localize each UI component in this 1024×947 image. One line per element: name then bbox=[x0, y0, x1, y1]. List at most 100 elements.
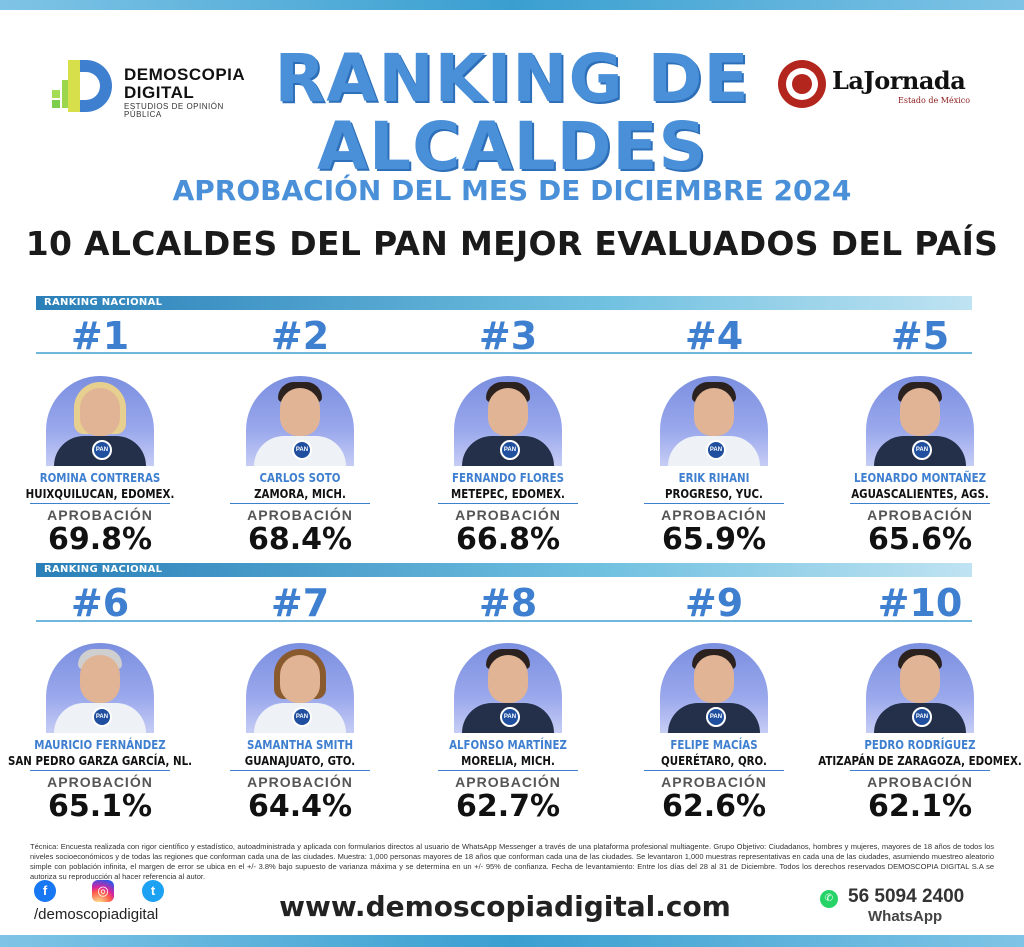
approval-label: APROBACIÓN bbox=[247, 774, 353, 790]
approval-label: APROBACIÓN bbox=[867, 774, 973, 790]
rank-number: #5 bbox=[890, 314, 950, 358]
divider bbox=[644, 770, 784, 771]
brand-tagline: ESTUDIOS DE OPINIÓN PÚBLICA bbox=[124, 102, 224, 119]
lajornada-sun-icon bbox=[778, 60, 826, 108]
approval-label: APROBACIÓN bbox=[47, 774, 153, 790]
methodology-note: Técnica: Encuesta realizada con rigor ci… bbox=[30, 842, 994, 881]
mayor-city: MORELIA, MICH. bbox=[461, 753, 555, 768]
approval-value: 62.1% bbox=[867, 789, 973, 824]
mayor-photo: PAN bbox=[866, 643, 974, 733]
twitter-icon[interactable]: t bbox=[142, 880, 164, 902]
mayor-card-5: #5 PAN LEONARDO MONTAÑEZ AGUASCALIENTES,… bbox=[820, 314, 1020, 564]
mayor-photo: PAN bbox=[660, 376, 768, 466]
mayor-name: LEONARDO MONTAÑEZ bbox=[853, 470, 987, 485]
approval-value: 64.4% bbox=[247, 789, 353, 824]
ranking-bar-label: RANKING NACIONAL bbox=[44, 297, 163, 308]
social-links: f ◎ t /demoscopiadigital bbox=[34, 876, 214, 926]
approval-label: APROBACIÓN bbox=[455, 774, 561, 790]
whatsapp-contact[interactable]: ✆ 56 5094 2400 WhatsApp bbox=[818, 884, 998, 932]
bottom-frame-bar bbox=[0, 935, 1024, 947]
mayor-name: ROMINA CONTRERAS bbox=[39, 470, 161, 485]
brand-line1: DEMOSCOPIA bbox=[124, 65, 246, 84]
pan-badge-icon: PAN bbox=[500, 440, 520, 460]
website-link[interactable]: www.demoscopiadigital.com bbox=[279, 890, 731, 923]
whatsapp-phone: 56 5094 2400 bbox=[848, 886, 965, 907]
mayor-name: CARLOS SOTO bbox=[259, 470, 341, 485]
mayor-card-1: #1 PAN ROMINA CONTRERAS HUIXQUILUCAN, ED… bbox=[0, 314, 200, 564]
mayor-name: ALFONSO MARTÍNEZ bbox=[449, 737, 567, 752]
rank-number: #10 bbox=[877, 581, 963, 625]
rank-number: #9 bbox=[684, 581, 744, 625]
divider bbox=[230, 503, 370, 504]
mayor-name: FELIPE MACÍAS bbox=[670, 737, 758, 752]
mayor-photo: PAN bbox=[454, 643, 562, 733]
mayor-name: FERNANDO FLORES bbox=[452, 470, 564, 485]
mayor-name: PEDRO RODRÍGUEZ bbox=[864, 737, 976, 752]
mayor-city: PROGRESO, YUC. bbox=[665, 486, 763, 501]
ranking-bar-2: RANKING NACIONAL bbox=[36, 563, 972, 577]
rank-number: #2 bbox=[270, 314, 330, 358]
mayor-photo: PAN bbox=[454, 376, 562, 466]
rank-number: #4 bbox=[684, 314, 744, 358]
rank-number: #7 bbox=[270, 581, 330, 625]
rank-number: #6 bbox=[70, 581, 130, 625]
demoscopia-d-icon bbox=[52, 60, 112, 112]
approval-value: 65.6% bbox=[867, 522, 973, 557]
social-handle[interactable]: /demoscopiadigital bbox=[34, 906, 159, 923]
pan-badge-icon: PAN bbox=[912, 440, 932, 460]
mayor-photo: PAN bbox=[46, 643, 154, 733]
mayor-city: SAN PEDRO GARZA GARCÍA, NL. bbox=[7, 753, 192, 768]
mayor-city: HUIXQUILUCAN, EDOMEX. bbox=[25, 486, 175, 501]
divider bbox=[230, 770, 370, 771]
title-line2: ALCALDES bbox=[316, 108, 708, 185]
approval-value: 62.6% bbox=[661, 789, 767, 824]
facebook-icon[interactable]: f bbox=[34, 880, 56, 902]
pan-badge-icon: PAN bbox=[500, 707, 520, 727]
pan-badge-icon: PAN bbox=[706, 707, 726, 727]
mayor-name: MAURICIO FERNÁNDEZ bbox=[34, 737, 166, 752]
subtitle: APROBACIÓN DEL MES DE DICIEMBRE 2024 bbox=[172, 174, 852, 207]
approval-label: APROBACIÓN bbox=[455, 507, 561, 523]
approval-label: APROBACIÓN bbox=[661, 507, 767, 523]
ranking-bar-label: RANKING NACIONAL bbox=[44, 564, 163, 575]
lajornada-sub: Estado de México bbox=[898, 96, 971, 105]
mayor-photo: PAN bbox=[660, 643, 768, 733]
lajornada-logo: LaJornada Estado de México bbox=[776, 58, 986, 118]
mayor-city: GUANAJUATO, GTO. bbox=[244, 753, 356, 768]
whatsapp-label: WhatsApp bbox=[868, 908, 943, 925]
mayor-card-3: #3 PAN FERNANDO FLORES METEPEC, EDOMEX. … bbox=[408, 314, 608, 564]
divider bbox=[438, 770, 578, 771]
mayor-card-10: #10 PAN PEDRO RODRÍGUEZ ATIZAPÁN DE ZARA… bbox=[818, 581, 1022, 831]
approval-label: APROBACIÓN bbox=[661, 774, 767, 790]
instagram-icon[interactable]: ◎ bbox=[92, 880, 114, 902]
approval-value: 65.1% bbox=[47, 789, 153, 824]
whatsapp-icon: ✆ bbox=[820, 890, 838, 908]
pan-badge-icon: PAN bbox=[92, 440, 112, 460]
demoscopia-logo: DEMOSCOPIA DIGITAL ESTUDIOS DE OPINIÓN P… bbox=[50, 56, 260, 119]
approval-value: 62.7% bbox=[455, 789, 561, 824]
divider bbox=[850, 770, 990, 771]
mayor-card-2: #2 PAN CARLOS SOTO ZAMORA, MICH. APROBAC… bbox=[200, 314, 400, 564]
mayor-city: ATIZAPÁN DE ZARAGOZA, EDOMEX. bbox=[818, 753, 1022, 768]
rank-number-underline-2 bbox=[36, 620, 972, 622]
mayor-card-8: #8 PAN ALFONSO MARTÍNEZ MORELIA, MICH. A… bbox=[408, 581, 608, 831]
pan-badge-icon: PAN bbox=[706, 440, 726, 460]
rank-number: #3 bbox=[478, 314, 538, 358]
top-frame-bar bbox=[0, 0, 1024, 10]
approval-label: APROBACIÓN bbox=[867, 507, 973, 523]
pan-badge-icon: PAN bbox=[912, 707, 932, 727]
approval-value: 68.4% bbox=[247, 522, 353, 557]
title-line1: RANKING DE bbox=[274, 40, 750, 117]
rank-number: #8 bbox=[478, 581, 538, 625]
ranking-bar-1: RANKING NACIONAL bbox=[36, 296, 972, 310]
divider bbox=[438, 503, 578, 504]
mayor-city: METEPEC, EDOMEX. bbox=[451, 486, 565, 501]
mayor-card-6: #6 PAN MAURICIO FERNÁNDEZ SAN PEDRO GARZ… bbox=[0, 581, 200, 831]
approval-value: 65.9% bbox=[661, 522, 767, 557]
mayor-photo: PAN bbox=[246, 376, 354, 466]
mayor-name: SAMANTHA SMITH bbox=[246, 737, 354, 752]
divider bbox=[30, 770, 170, 771]
mayor-photo: PAN bbox=[46, 376, 154, 466]
brand-line2: DIGITAL bbox=[124, 83, 195, 102]
mayor-city: ZAMORA, MICH. bbox=[254, 486, 346, 501]
